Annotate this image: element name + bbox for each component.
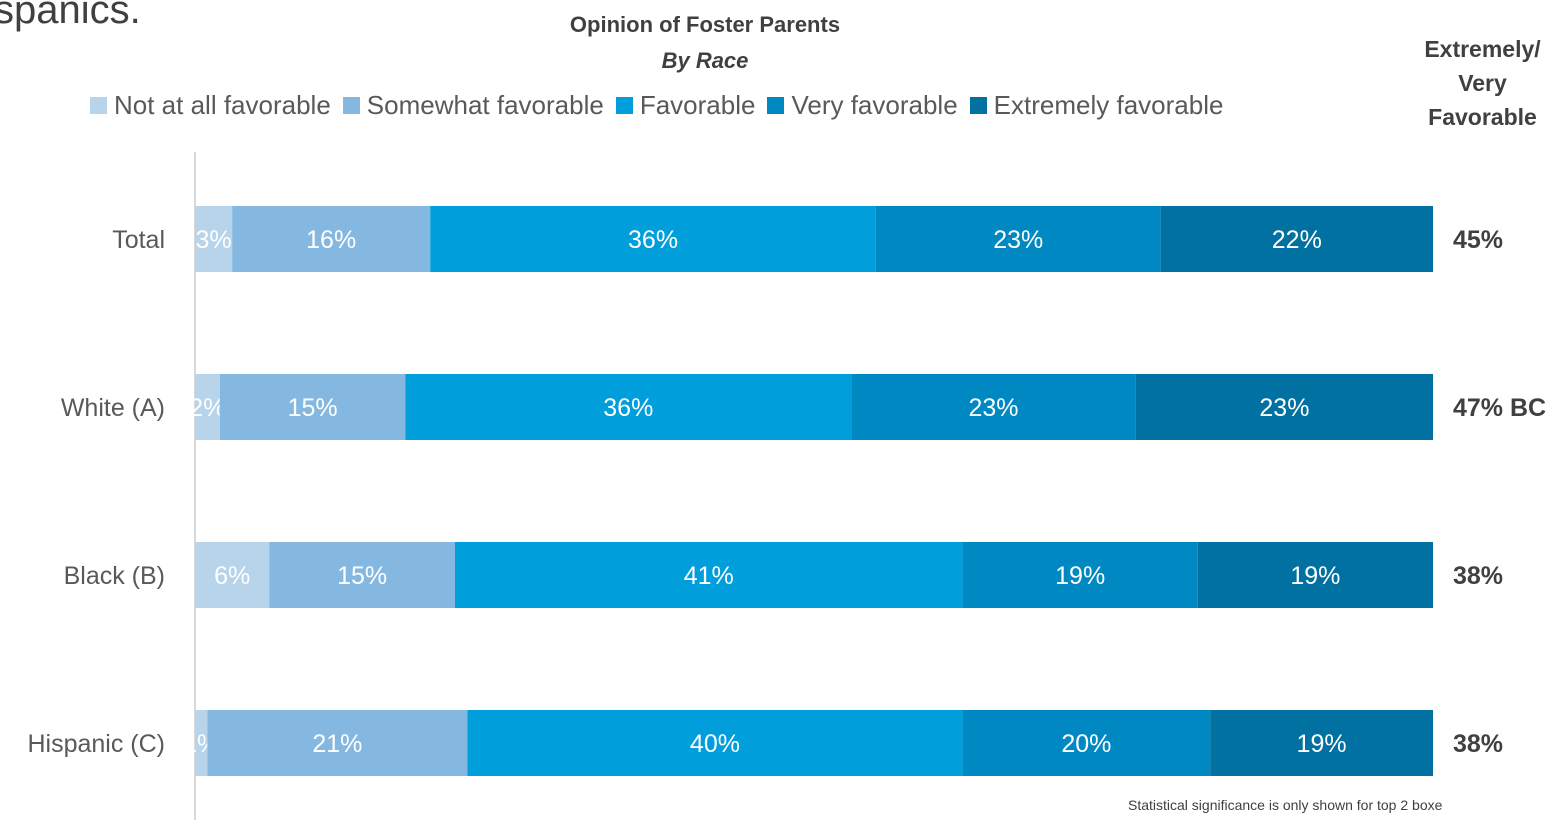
bar-segment [195,542,270,608]
legend-label: Somewhat favorable [366,90,604,120]
data-label: 3% [195,226,231,254]
legend-swatch-very [767,97,785,114]
bar-segment [219,374,406,440]
data-label: 23% [968,394,1018,422]
legend-label: Favorable [639,90,756,120]
data-label: 19% [1055,562,1105,590]
clipped-slide-title: spanics. [0,0,141,32]
bar-segment [269,542,455,608]
data-label: 2% [189,394,225,422]
data-label: 23% [993,226,1043,254]
top-box-value: 47% BC [1453,394,1546,422]
footnote: Statistical significance is only shown f… [1128,797,1443,813]
data-label: 16% [306,226,356,254]
top-box-header-line: Favorable [1428,104,1537,130]
bar-segment [232,206,431,272]
bar-segment [962,710,1211,776]
bar-segment [195,206,233,272]
data-label: 23% [1259,394,1309,422]
bar-segment [207,710,468,776]
top-box-header: Extremely/ Very Favorable [1400,32,1563,134]
data-label: 15% [288,394,338,422]
data-label: 19% [1290,562,1340,590]
bar-segment [875,206,1161,272]
data-label: 22% [1272,226,1322,254]
bar-segment [195,374,220,440]
bar-segment [1160,206,1433,272]
legend-item-favorable: Favorable [615,90,756,121]
legend-item-very: Very favorable [767,90,958,121]
legend-label: Extremely favorable [993,90,1224,120]
bar-segment [467,710,963,776]
data-label: 20% [1061,730,1111,758]
top-box-header-line: Extremely/ [1424,36,1541,62]
legend-swatch-extremely [969,97,987,114]
bar-segment [405,374,852,440]
bar-segment [430,206,876,272]
bar-segment [1135,374,1433,440]
legend-item-somewhat: Somewhat favorable [342,90,604,121]
chart-title: Opinion of Foster Parents [569,12,841,37]
bar-segment [962,542,1198,608]
top-box-header-line: Very [1458,70,1507,96]
data-label: 6% [214,562,250,590]
bar-segment [851,374,1136,440]
data-label: 19% [1297,730,1347,758]
data-label: 36% [603,394,653,422]
category-label: Total [112,226,165,254]
data-label: 21% [312,730,362,758]
data-label: 40% [690,730,740,758]
top-box-value: 45% [1453,226,1503,254]
bar-segment [195,710,208,776]
category-label: Black (B) [64,562,165,590]
bar-segment [1210,710,1433,776]
top-box-value: 38% [1453,730,1503,758]
bar-segment [1197,542,1433,608]
data-label: 36% [628,226,678,254]
top-box-value: 38% [1453,562,1503,590]
legend-swatch-not-at-all [90,97,107,114]
chart-legend: Not at all favorable Somewhat favorable … [90,90,1370,121]
legend-item-not-at-all: Not at all favorable [90,90,331,121]
chart-subtitle: By Race [661,48,749,73]
legend-item-extremely: Extremely favorable [969,90,1224,121]
legend-swatch-somewhat [342,97,360,114]
data-label: 15% [337,562,387,590]
category-label: White (A) [61,394,165,422]
legend-swatch-favorable [615,97,633,114]
data-label: 41% [684,562,734,590]
bar-segment [454,542,963,608]
category-label: Hispanic (C) [27,730,165,758]
legend-label: Not at all favorable [114,90,331,120]
legend-label: Very favorable [791,90,958,120]
